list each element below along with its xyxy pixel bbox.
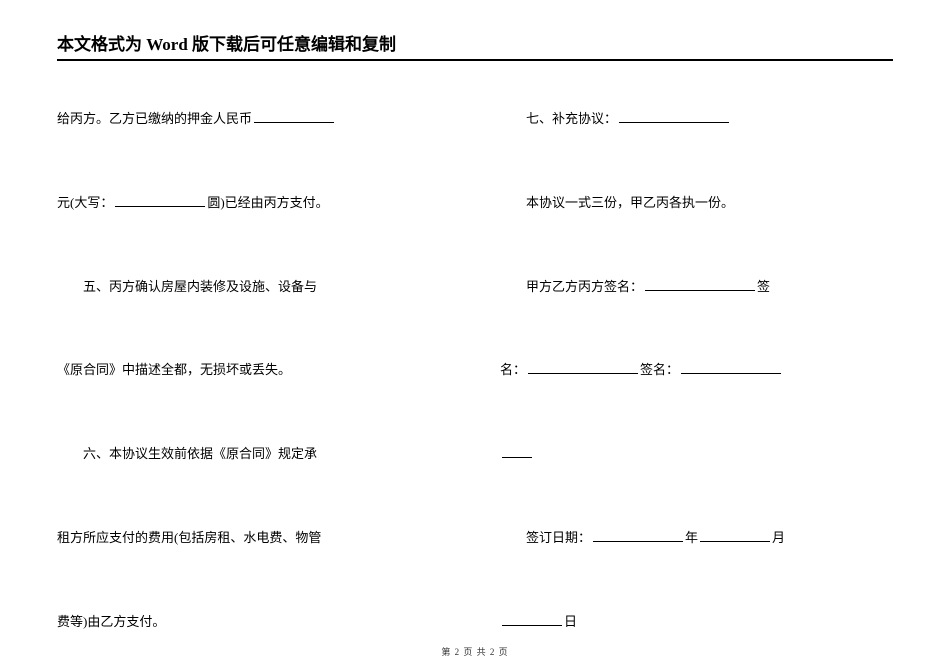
left-row3-text: 五、丙方确认房屋内装修及设施、设备与 — [83, 279, 317, 294]
blank-supplement — [619, 122, 729, 123]
blank-date — [593, 541, 683, 542]
blank-sign-3 — [681, 373, 781, 374]
left-row2-prefix: 元(大写： — [57, 195, 113, 210]
left-column: 给丙方。乙方已缴纳的押金人民币 元(大写： 圆)已经由丙方支付。 五、丙方确认房屋… — [57, 109, 450, 633]
left-row5-text: 六、本协议生效前依据《原合同》规定承 — [83, 446, 317, 461]
blank-amount — [115, 206, 205, 207]
left-row2-suffix: 圆)已经由丙方支付。 — [207, 195, 328, 210]
blank-deposit — [254, 122, 334, 123]
content-area: 给丙方。乙方已缴纳的押金人民币 元(大写： 圆)已经由丙方支付。 五、丙方确认房屋… — [57, 109, 893, 633]
left-row-5: 六、本协议生效前依据《原合同》规定承 — [57, 444, 450, 465]
footer-text: 第 2 页 共 2 页 — [441, 647, 508, 657]
right-row3-prefix: 甲方乙方丙方签名： — [526, 279, 643, 294]
left-row-3: 五、丙方确认房屋内装修及设施、设备与 — [57, 277, 450, 298]
blank-small — [502, 457, 532, 458]
blank-sign-2 — [528, 373, 638, 374]
right-row4-prefix: 名： — [500, 362, 526, 377]
right-row4-mid: 签名： — [640, 362, 679, 377]
left-row1-text: 给丙方。乙方已缴纳的押金人民币 — [57, 111, 252, 126]
header-title: 本文格式为 Word 版下载后可任意编辑和复制 — [57, 35, 396, 54]
blank-sign-1 — [645, 290, 755, 291]
left-row-2: 元(大写： 圆)已经由丙方支付。 — [57, 193, 450, 214]
document-header: 本文格式为 Word 版下载后可任意编辑和复制 — [57, 30, 893, 61]
right-column: 七、补充协议： 本协议一式三份，甲乙丙各执一份。 甲方乙方丙方签名： 签 名： 签名… — [500, 109, 893, 633]
right-row-5: 签订日期： 年 月 — [500, 528, 893, 549]
right-row-4b — [500, 444, 893, 465]
right-row2-text: 本协议一式三份，甲乙丙各执一份。 — [526, 195, 734, 210]
blank-month — [700, 541, 770, 542]
right-row-1: 七、补充协议： — [500, 109, 893, 130]
right-row1-text: 七、补充协议： — [526, 111, 617, 126]
right-row5-month: 月 — [772, 530, 785, 545]
blank-day — [502, 625, 562, 626]
left-row4-text: 《原合同》中描述全都，无损坏或丢失。 — [57, 362, 291, 377]
right-row-4: 名： 签名： — [500, 360, 893, 381]
right-row6-suffix: 日 — [564, 614, 577, 629]
page-footer: 第 2 页 共 2 页 — [0, 645, 950, 658]
left-row-7: 费等)由乙方支付。 — [57, 612, 450, 633]
right-row-6: 日 — [500, 612, 893, 633]
left-row-1: 给丙方。乙方已缴纳的押金人民币 — [57, 109, 450, 130]
left-row-6: 租方所应支付的费用(包括房租、水电费、物管 — [57, 528, 450, 549]
left-row6-text: 租方所应支付的费用(包括房租、水电费、物管 — [57, 530, 321, 545]
right-row-2: 本协议一式三份，甲乙丙各执一份。 — [500, 193, 893, 214]
right-row5-year: 年 — [685, 530, 698, 545]
right-row5-prefix: 签订日期： — [526, 530, 591, 545]
left-row7-text: 费等)由乙方支付。 — [57, 614, 165, 629]
right-row-3: 甲方乙方丙方签名： 签 — [500, 277, 893, 298]
right-row3-suffix: 签 — [757, 279, 770, 294]
left-row-4: 《原合同》中描述全都，无损坏或丢失。 — [57, 360, 450, 381]
